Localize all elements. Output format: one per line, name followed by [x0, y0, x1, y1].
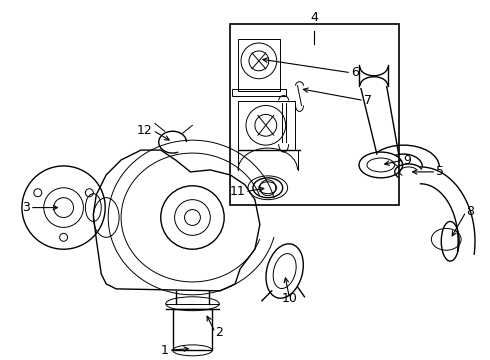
Text: 9: 9 [404, 153, 412, 167]
Text: 10: 10 [282, 292, 297, 305]
Text: 8: 8 [466, 205, 474, 218]
Text: 7: 7 [364, 94, 372, 107]
Text: 2: 2 [215, 326, 223, 339]
Text: 11: 11 [229, 185, 245, 198]
Bar [230, 24, 399, 204]
Text: 6: 6 [351, 66, 359, 79]
Text: 3: 3 [22, 201, 30, 214]
Ellipse shape [359, 152, 403, 178]
Text: 12: 12 [137, 124, 153, 137]
Text: 4: 4 [311, 11, 319, 24]
Text: 5: 5 [436, 165, 444, 179]
Text: 1: 1 [161, 344, 169, 357]
